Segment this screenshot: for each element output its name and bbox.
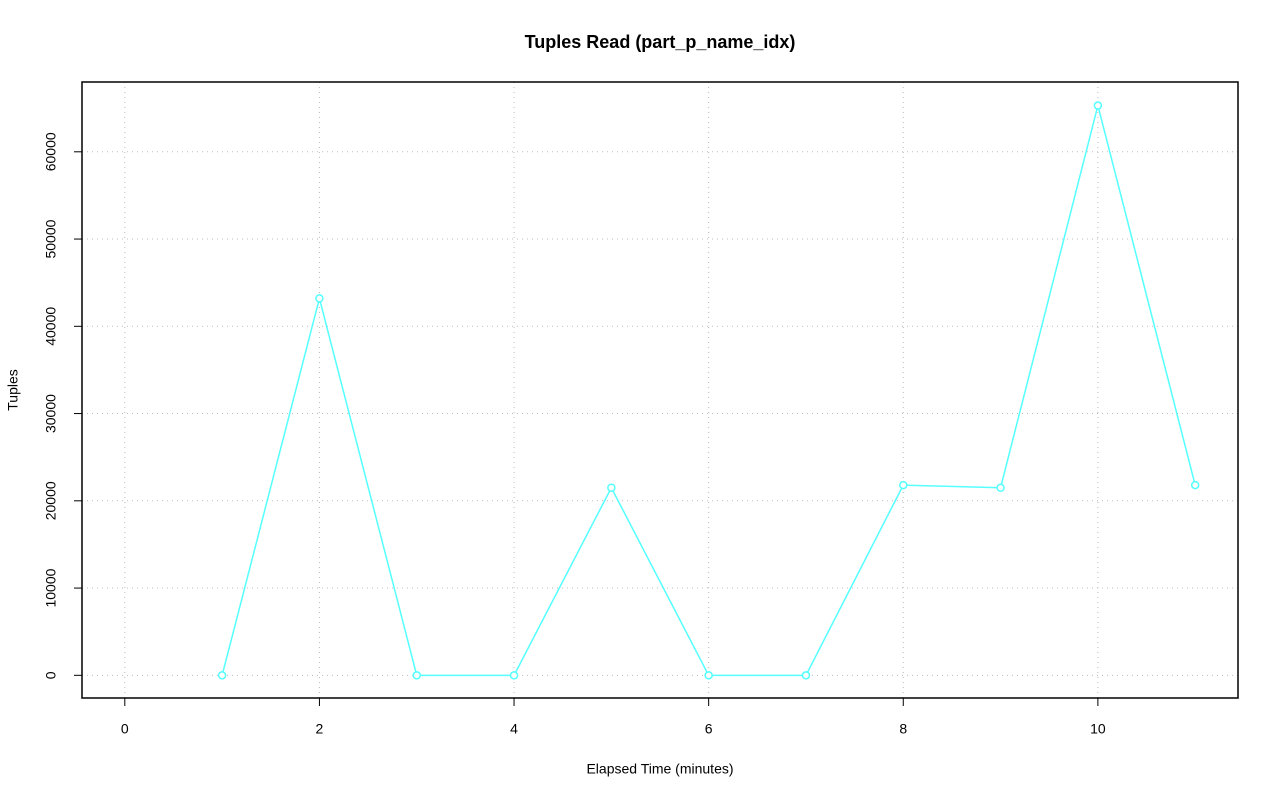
data-point [899, 480, 908, 490]
y-tick-label: 10000 [43, 568, 59, 607]
x-tick-label: 0 [121, 721, 129, 737]
x-tick-label: 8 [899, 721, 907, 737]
data-point [412, 671, 421, 680]
x-tick-label: 6 [705, 721, 713, 737]
y-tick-label: 60000 [43, 132, 59, 171]
y-axis-label: Tuples [5, 369, 21, 411]
y-tick-label: 0 [43, 671, 59, 679]
chart-title: Tuples Read (part_p_name_idx) [525, 32, 796, 52]
y-tick-label: 30000 [43, 394, 59, 433]
data-point [315, 294, 324, 303]
y-tick-label: 20000 [43, 481, 59, 520]
data-point [801, 671, 811, 680]
x-axis-label: Elapsed Time (minutes) [586, 761, 733, 777]
series-line [221, 105, 1196, 677]
data-point [607, 483, 616, 492]
y-tick-label: 40000 [43, 307, 59, 346]
data-point [704, 671, 713, 680]
data-point [217, 671, 227, 680]
x-tick-label: 4 [510, 721, 518, 737]
data-point [1190, 480, 1200, 490]
plot-frame [81, 81, 1239, 699]
data-point [509, 671, 519, 680]
data-point [1093, 101, 1103, 110]
data-point [996, 483, 1005, 492]
x-tick-label: 2 [316, 721, 324, 737]
x-tick-label: 10 [1090, 721, 1106, 737]
y-tick-label: 50000 [43, 219, 59, 258]
